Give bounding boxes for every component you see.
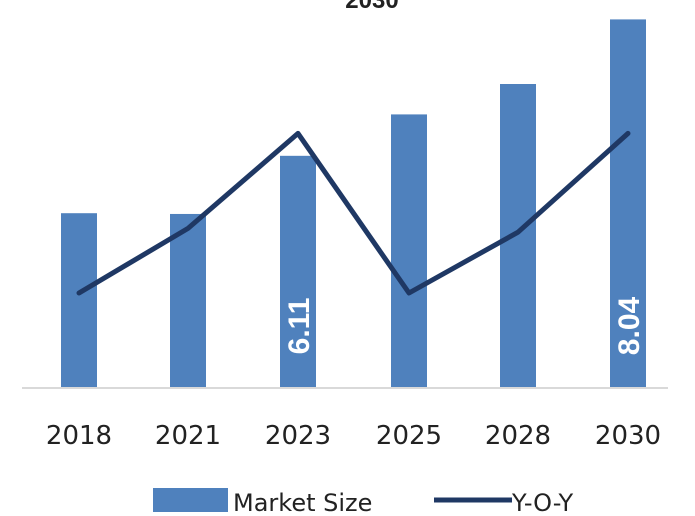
- line-point-2018: [77, 291, 81, 295]
- x-tick-2030: 2030: [595, 421, 661, 451]
- data-label-group: 6.11 8.04: [283, 296, 646, 355]
- x-tick-2025: 2025: [376, 421, 442, 451]
- bar-2025: [391, 114, 427, 389]
- bar-2028: [500, 84, 536, 388]
- line-yoy: [76, 130, 631, 296]
- legend-label-market-size: Market Size: [233, 489, 372, 516]
- line-series-group: [76, 130, 631, 296]
- bar-2018: [61, 213, 97, 388]
- line-point-2021: [186, 226, 190, 231]
- line-point-2030: [626, 131, 630, 136]
- x-tick-2023: 2023: [265, 421, 331, 451]
- bar-2030: [610, 19, 646, 389]
- x-tick-labels: 2018 2021 2023 2025 2028 2030: [46, 421, 661, 451]
- x-tick-2018: 2018: [46, 421, 112, 451]
- line-point-2023: [296, 131, 300, 136]
- legend-swatch-market-size: [153, 488, 228, 512]
- x-tick-2021: 2021: [155, 421, 221, 451]
- legend-label-yoy: Y-O-Y: [511, 489, 574, 516]
- line-point-2028: [516, 230, 520, 235]
- bar-group: [61, 19, 646, 389]
- chart-title: 2030: [345, 0, 398, 14]
- legend: Market Size Y-O-Y: [153, 488, 574, 516]
- bar-2023: [280, 155, 316, 388]
- line-point-2025: [407, 291, 411, 295]
- data-label-2023: 6.11: [283, 298, 316, 355]
- x-tick-2028: 2028: [485, 421, 551, 451]
- data-label-2030: 8.04: [613, 296, 646, 355]
- bar-2021: [170, 213, 206, 388]
